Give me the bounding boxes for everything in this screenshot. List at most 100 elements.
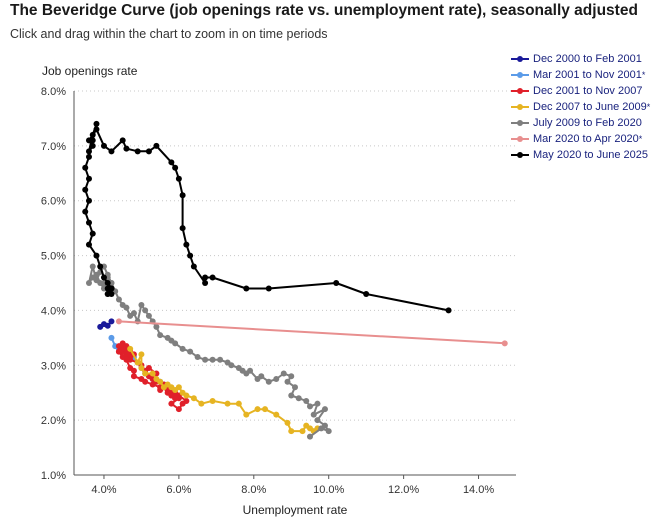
data-point-may-2020-to-june-2025 — [82, 164, 89, 171]
data-point-dec-2007-to-june-2009 — [262, 406, 269, 413]
legend-label: Dec 2001 to Nov 2007 — [533, 85, 643, 97]
legend-swatch — [511, 54, 529, 64]
data-point-dec-2007-to-june-2009 — [142, 370, 149, 377]
data-point-july-2009-to-feb-2020 — [306, 403, 313, 410]
data-point-dec-2001-to-nov-2007 — [115, 348, 122, 355]
data-point-may-2020-to-june-2025 — [363, 290, 370, 297]
data-point-dec-2007-to-june-2009 — [183, 392, 190, 399]
data-point-july-2009-to-feb-2020 — [288, 392, 295, 399]
x-tick-label: 14.0% — [463, 484, 494, 496]
data-point-may-2020-to-june-2025 — [85, 219, 92, 226]
legend-swatch — [511, 118, 529, 128]
y-axis-title: Job openings rate — [42, 64, 138, 78]
data-point-may-2020-to-june-2025 — [85, 175, 92, 182]
data-point-may-2020-to-june-2025 — [89, 142, 96, 149]
data-point-dec-2007-to-june-2009 — [243, 411, 250, 418]
data-point-may-2020-to-june-2025 — [119, 137, 126, 144]
data-point-july-2009-to-feb-2020 — [187, 348, 194, 355]
data-point-may-2020-to-june-2025 — [183, 241, 190, 248]
legend-item-may-2020-to-june-2025[interactable]: May 2020 to June 2025 — [511, 147, 650, 163]
data-point-may-2020-to-june-2025 — [85, 197, 92, 204]
data-point-may-2020-to-june-2025 — [85, 148, 92, 155]
data-point-dec-2007-to-june-2009 — [235, 400, 242, 407]
data-point-dec-2007-to-june-2009 — [254, 406, 261, 413]
data-point-may-2020-to-june-2025 — [82, 208, 89, 215]
data-point-july-2009-to-feb-2020 — [179, 345, 186, 352]
legend-asterisk: * — [638, 134, 643, 144]
legend-item-dec-2007-to-june-2009[interactable]: Dec 2007 to June 2009 * — [511, 99, 650, 115]
data-point-july-2009-to-feb-2020 — [85, 280, 92, 286]
data-point-july-2009-to-feb-2020 — [303, 397, 310, 404]
data-point-may-2020-to-june-2025 — [104, 280, 111, 286]
data-point-july-2009-to-feb-2020 — [310, 411, 317, 418]
data-point-may-2020-to-june-2025 — [123, 145, 130, 152]
data-point-may-2020-to-june-2025 — [265, 285, 272, 292]
x-axis-title: Unemployment rate — [243, 503, 348, 517]
data-point-july-2009-to-feb-2020 — [314, 417, 321, 424]
data-point-dec-2000-to-feb-2001 — [108, 318, 115, 325]
legend-label: May 2020 to June 2025 — [533, 149, 648, 161]
legend-label: Dec 2000 to Feb 2001 — [533, 53, 642, 65]
legend-item-dec-2001-to-nov-2007[interactable]: Dec 2001 to Nov 2007 — [511, 83, 650, 99]
data-point-may-2020-to-june-2025 — [179, 225, 186, 232]
data-point-may-2020-to-june-2025 — [89, 230, 96, 237]
data-point-may-2020-to-june-2025 — [168, 159, 175, 166]
y-tick-label: 3.0% — [41, 360, 66, 372]
data-point-july-2009-to-feb-2020 — [224, 359, 231, 366]
data-point-may-2020-to-june-2025 — [104, 285, 111, 292]
data-point-july-2009-to-feb-2020 — [153, 323, 160, 330]
legend-item-dec-2000-to-feb-2001[interactable]: Dec 2000 to Feb 2001 — [511, 51, 650, 67]
data-point-may-2020-to-june-2025 — [333, 280, 340, 286]
legend-swatch — [511, 150, 529, 160]
x-tick-label: 12.0% — [388, 484, 419, 496]
data-point-july-2009-to-feb-2020 — [164, 334, 171, 341]
data-point-may-2020-to-june-2025 — [190, 263, 197, 270]
data-point-dec-2001-to-nov-2007 — [115, 343, 122, 350]
chart-subtitle: Click and drag within the chart to zoom … — [10, 27, 328, 41]
data-point-dec-2001-to-nov-2007 — [123, 356, 130, 363]
data-point-dec-2001-to-nov-2007 — [175, 406, 182, 413]
data-point-july-2009-to-feb-2020 — [115, 296, 122, 303]
data-point-dec-2007-to-june-2009 — [209, 397, 216, 404]
data-point-dec-2007-to-june-2009 — [175, 384, 182, 391]
legend-asterisk: * — [646, 102, 651, 112]
legend-item-mar-2020-to-apr-2020[interactable]: Mar 2020 to Apr 2020 * — [511, 131, 650, 147]
legend-item-july-2009-to-feb-2020[interactable]: July 2009 to Feb 2020 — [511, 115, 650, 131]
legend-item-mar-2001-to-nov-2001[interactable]: Mar 2001 to Nov 2001 * — [511, 67, 650, 83]
data-point-dec-2001-to-nov-2007 — [130, 367, 137, 374]
data-point-july-2009-to-feb-2020 — [127, 312, 134, 319]
data-point-may-2020-to-june-2025 — [175, 175, 182, 182]
data-point-july-2009-to-feb-2020 — [321, 406, 328, 413]
legend-swatch — [511, 86, 529, 96]
data-point-july-2009-to-feb-2020 — [235, 365, 242, 372]
data-point-may-2020-to-june-2025 — [89, 137, 96, 144]
data-point-may-2020-to-june-2025 — [179, 192, 186, 199]
data-point-july-2009-to-feb-2020 — [119, 301, 126, 308]
data-point-may-2020-to-june-2025 — [85, 153, 92, 160]
data-point-dec-2007-to-june-2009 — [198, 400, 205, 407]
data-point-dec-2007-to-june-2009 — [157, 378, 164, 385]
data-point-july-2009-to-feb-2020 — [273, 376, 280, 382]
data-point-july-2009-to-feb-2020 — [93, 277, 100, 284]
data-point-july-2009-to-feb-2020 — [202, 356, 209, 363]
data-point-dec-2007-to-june-2009 — [134, 359, 141, 366]
data-point-dec-2001-to-nov-2007 — [183, 397, 190, 404]
legend-label: July 2009 to Feb 2020 — [533, 117, 642, 129]
data-point-dec-2007-to-june-2009 — [190, 395, 197, 402]
data-point-may-2020-to-june-2025 — [100, 274, 107, 281]
data-point-may-2020-to-june-2025 — [202, 280, 209, 286]
data-point-may-2020-to-june-2025 — [134, 148, 141, 155]
legend-asterisk: * — [641, 70, 646, 80]
data-point-july-2009-to-feb-2020 — [157, 332, 164, 339]
data-point-may-2020-to-june-2025 — [243, 285, 250, 292]
data-point-may-2020-to-june-2025 — [145, 148, 152, 155]
data-point-dec-2007-to-june-2009 — [299, 428, 306, 435]
data-point-july-2009-to-feb-2020 — [145, 312, 152, 319]
data-point-may-2020-to-june-2025 — [82, 186, 89, 193]
data-point-may-2020-to-june-2025 — [153, 142, 160, 149]
data-point-dec-2001-to-nov-2007 — [142, 378, 149, 385]
data-point-july-2009-to-feb-2020 — [288, 373, 295, 380]
legend-label: Mar 2020 to Apr 2020 — [533, 133, 639, 145]
data-point-may-2020-to-june-2025 — [93, 120, 100, 127]
